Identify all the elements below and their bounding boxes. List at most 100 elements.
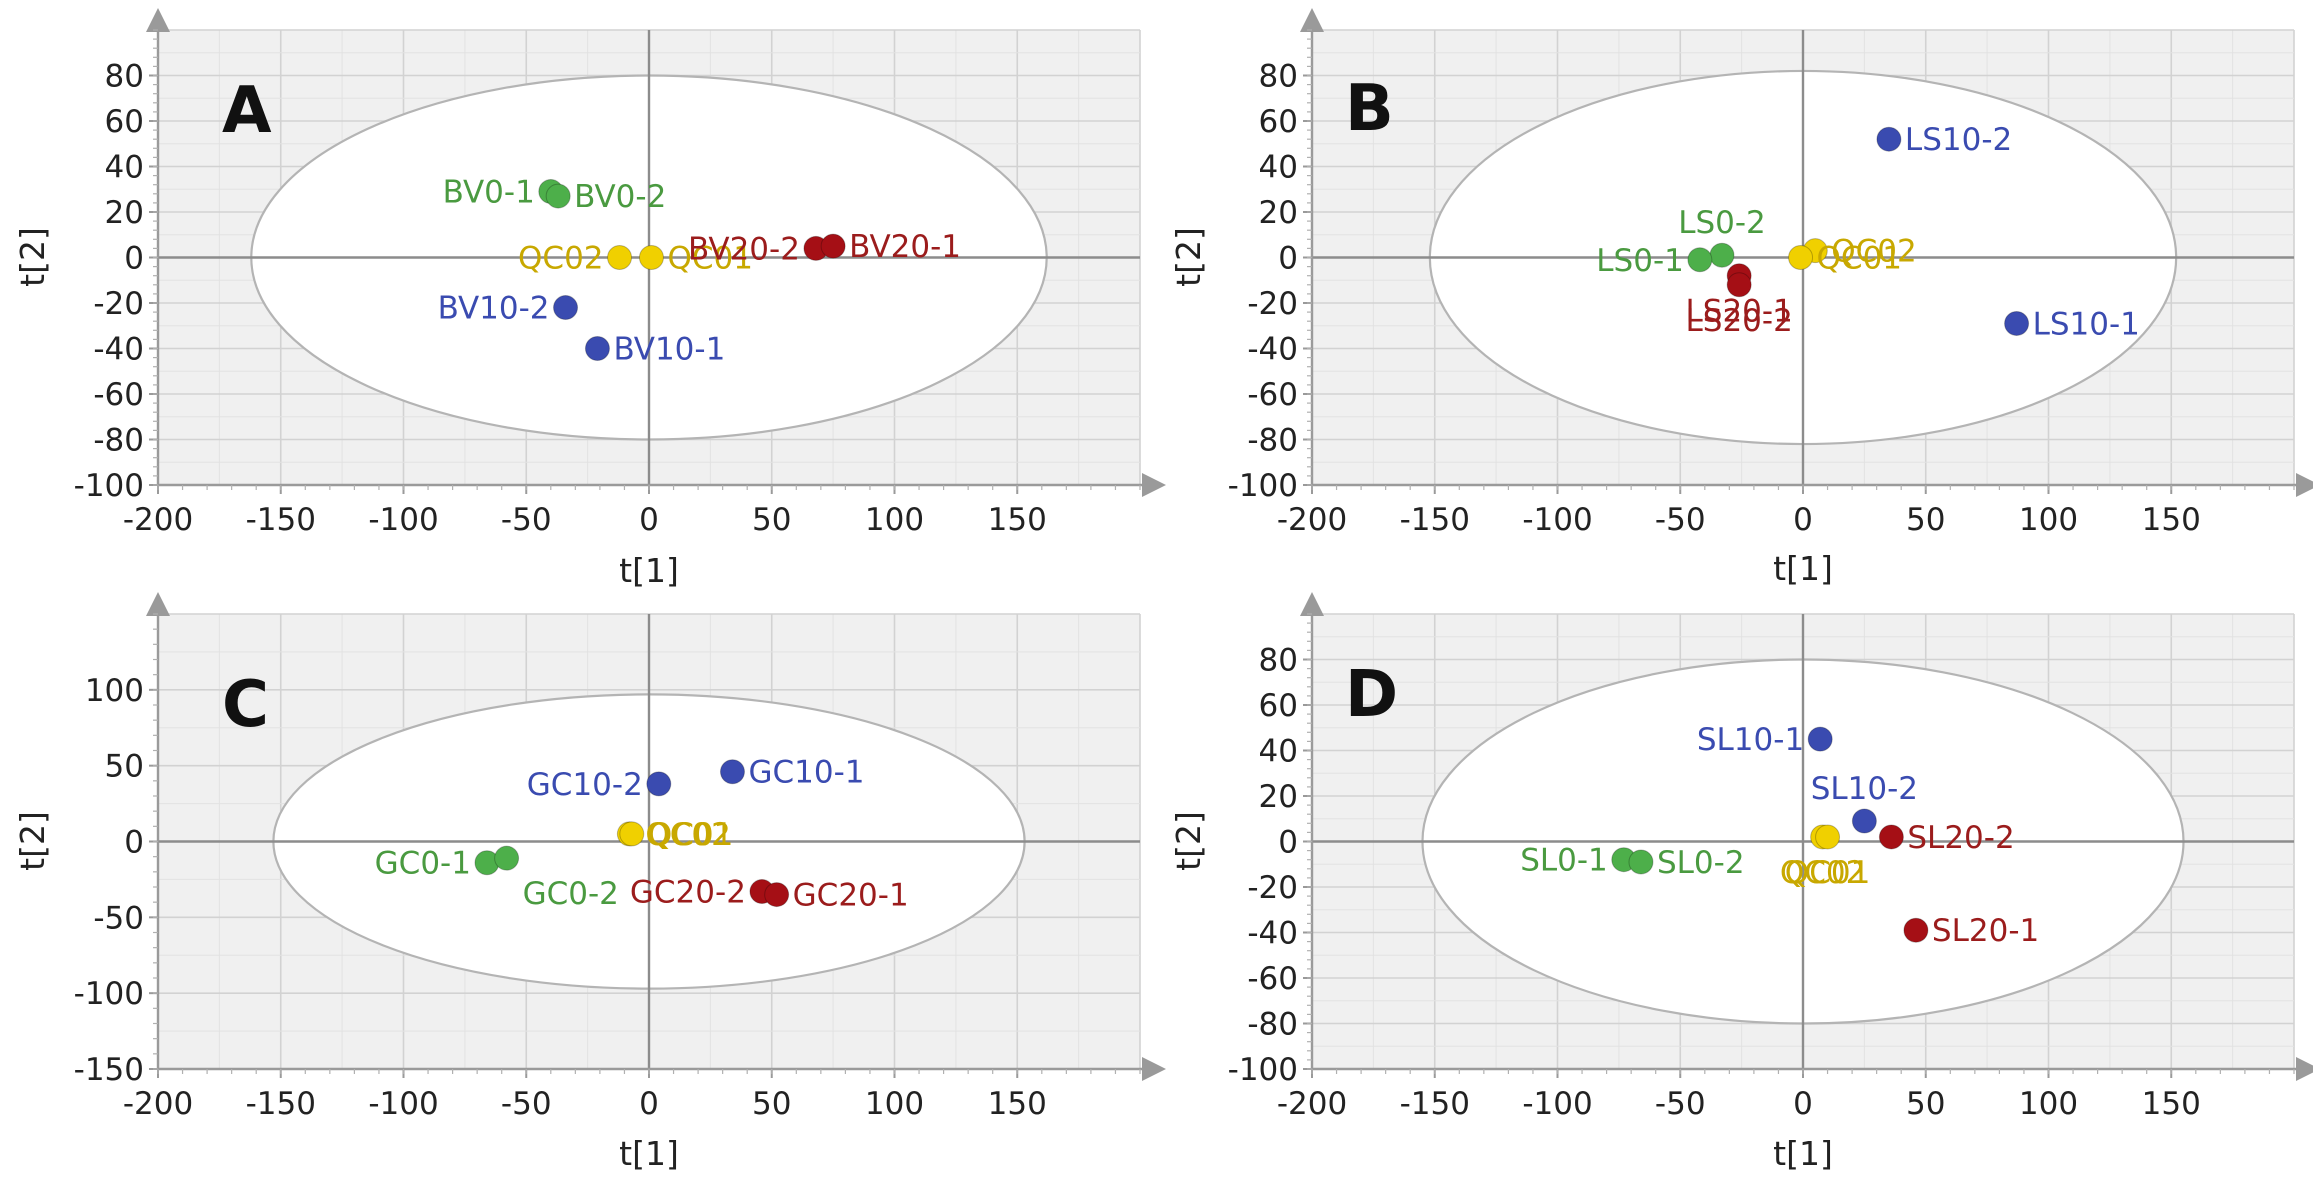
point-label: BV20-1 xyxy=(849,229,961,265)
y-axis-label: t[2] xyxy=(1169,811,1208,871)
point-label: QC01 xyxy=(648,817,734,853)
score-point-sl20-2 xyxy=(1878,824,1904,850)
point-label: QC02 xyxy=(518,241,604,277)
x-axis-label: t[1] xyxy=(619,1134,679,1173)
panel-label: D xyxy=(1345,658,1398,732)
score-point-gc20-1 xyxy=(764,882,790,908)
y-tick-label: 20 xyxy=(105,195,144,231)
x-tick-label: 100 xyxy=(2019,502,2078,538)
x-tick-label: 150 xyxy=(2142,502,2201,538)
y-tick-label: -40 xyxy=(1247,916,1298,952)
score-point-sl20-1 xyxy=(1903,917,1929,943)
point-label: SL0-1 xyxy=(1520,843,1608,879)
y-tick-label: 0 xyxy=(124,825,144,861)
point-label: QC02 xyxy=(645,817,731,853)
tick-labels: -200 -150 -100 -50 0 50 100 150-100-80-60-40-20… xyxy=(1228,613,2295,1122)
x-tick-label: 0 xyxy=(639,502,659,538)
x-tick-label: -150 xyxy=(246,502,316,538)
x-tick-label: 0 xyxy=(639,1086,659,1122)
x-tick-label: -50 xyxy=(501,1086,552,1122)
score-point-bv10-1 xyxy=(584,336,610,361)
point-label: GC20-1 xyxy=(793,878,909,914)
point-label: QC02 xyxy=(1780,855,1866,891)
point-label: LS0-2 xyxy=(1678,205,1766,241)
y-tick-label: -100 xyxy=(74,976,144,1012)
x-tick-label: -50 xyxy=(1655,1086,1706,1122)
y-tick-label: 40 xyxy=(1259,150,1298,186)
point-label: SL10-1 xyxy=(1697,722,1804,758)
point-label: GC0-2 xyxy=(523,876,619,912)
score-point-sl10-2 xyxy=(1851,808,1877,834)
y-axis-label: t[2] xyxy=(13,811,52,871)
tick-labels: -200 -150 -100 -50 0 50 100 150-100-80-60-40-20… xyxy=(74,29,1141,538)
point-label: QC02 xyxy=(1831,234,1917,270)
panel-c: -200 -150 -100 -50 0 50 100 150-150-100-5005010… xyxy=(13,592,1166,1173)
score-point-bv0-2 xyxy=(545,183,571,209)
x-tick-label: 50 xyxy=(752,502,791,538)
y-axis-label: t[2] xyxy=(1169,227,1208,287)
x-tick-label: -100 xyxy=(368,1086,438,1122)
x-tick-label: 100 xyxy=(865,1086,924,1122)
score-point-ls20-2 xyxy=(1726,272,1752,298)
score-point-ls10-1 xyxy=(2004,310,2030,336)
point-label: BV0-1 xyxy=(443,175,535,211)
y-tick-label: 80 xyxy=(1259,643,1298,679)
point-label: QC01 xyxy=(667,241,753,277)
y-tick-label: 40 xyxy=(105,150,144,186)
point-label: SL20-2 xyxy=(1907,820,2014,856)
point-label: SL20-1 xyxy=(1932,913,2039,949)
point-label: QC01 xyxy=(1817,241,1903,277)
x-tick-label: -150 xyxy=(246,1086,316,1122)
y-tick-label: -80 xyxy=(1247,423,1298,459)
point-label: GC20-2 xyxy=(630,875,746,911)
x-tick-label: 50 xyxy=(752,1086,791,1122)
x-tick-label: 50 xyxy=(1906,1086,1945,1122)
score-point-sl10-1 xyxy=(1807,726,1833,752)
x-tick-label: -200 xyxy=(123,502,193,538)
y-tick-label: -40 xyxy=(1247,332,1298,368)
y-tick-label: 80 xyxy=(105,59,144,95)
y-tick-label: -40 xyxy=(93,332,144,368)
point-label: LS10-2 xyxy=(1905,122,2012,158)
y-tick-label: -100 xyxy=(74,468,144,504)
y-tick-label: 0 xyxy=(1278,825,1298,861)
score-point-gc10-2 xyxy=(646,771,672,797)
y-tick-label: -80 xyxy=(93,423,144,459)
score-point-qc01 xyxy=(619,821,645,847)
score-point-bv10-2 xyxy=(553,295,579,321)
y-tick-label: 80 xyxy=(1259,59,1298,95)
point-label: LS0-1 xyxy=(1596,243,1684,279)
y-tick-label: -20 xyxy=(1247,286,1298,322)
x-tick-label: -200 xyxy=(1277,1086,1347,1122)
y-tick-label: 60 xyxy=(1259,688,1298,724)
x-tick-label: 100 xyxy=(865,502,924,538)
x-axis-label: t[1] xyxy=(1773,1134,1833,1173)
point-label: LS10-1 xyxy=(2033,306,2140,342)
score-point-gc0-2 xyxy=(494,845,520,871)
score-point-qc02 xyxy=(607,245,633,270)
y-tick-label: 60 xyxy=(1259,104,1298,140)
panel-a: -200 -150 -100 -50 0 50 100 150-100-80-60-40-20… xyxy=(13,8,1166,590)
score-point-ls0-2 xyxy=(1709,242,1735,268)
y-tick-label: -20 xyxy=(1247,870,1298,906)
x-tick-label: 100 xyxy=(2019,1086,2078,1122)
x-tick-label: -100 xyxy=(1522,1086,1592,1122)
point-label: LS20-1 xyxy=(1686,294,1793,330)
point-label: QC01 xyxy=(1785,855,1871,891)
y-tick-label: -60 xyxy=(93,377,144,413)
x-tick-label: -50 xyxy=(1655,502,1706,538)
point-label: BV10-2 xyxy=(438,291,550,327)
x-tick-label: -100 xyxy=(368,502,438,538)
panel-label: A xyxy=(222,74,272,148)
y-tick-label: 20 xyxy=(1259,195,1298,231)
panel-label: C xyxy=(222,668,269,742)
panel-label: B xyxy=(1345,72,1394,146)
x-tick-label: -150 xyxy=(1400,1086,1470,1122)
point-label: SL0-2 xyxy=(1657,845,1745,881)
score-point-qc01 xyxy=(1815,824,1841,850)
x-axis-label: t[1] xyxy=(1773,549,1833,588)
